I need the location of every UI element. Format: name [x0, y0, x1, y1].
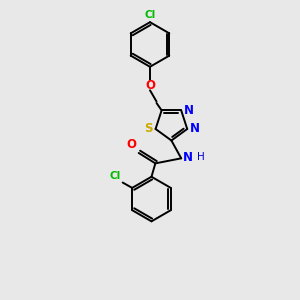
- Text: Cl: Cl: [144, 10, 156, 20]
- Text: H: H: [197, 152, 204, 162]
- Text: S: S: [144, 122, 153, 136]
- Text: N: N: [184, 104, 194, 117]
- Text: O: O: [126, 139, 136, 152]
- Text: O: O: [145, 79, 155, 92]
- Text: N: N: [190, 122, 200, 136]
- Text: N: N: [183, 151, 193, 164]
- Text: Cl: Cl: [109, 171, 120, 181]
